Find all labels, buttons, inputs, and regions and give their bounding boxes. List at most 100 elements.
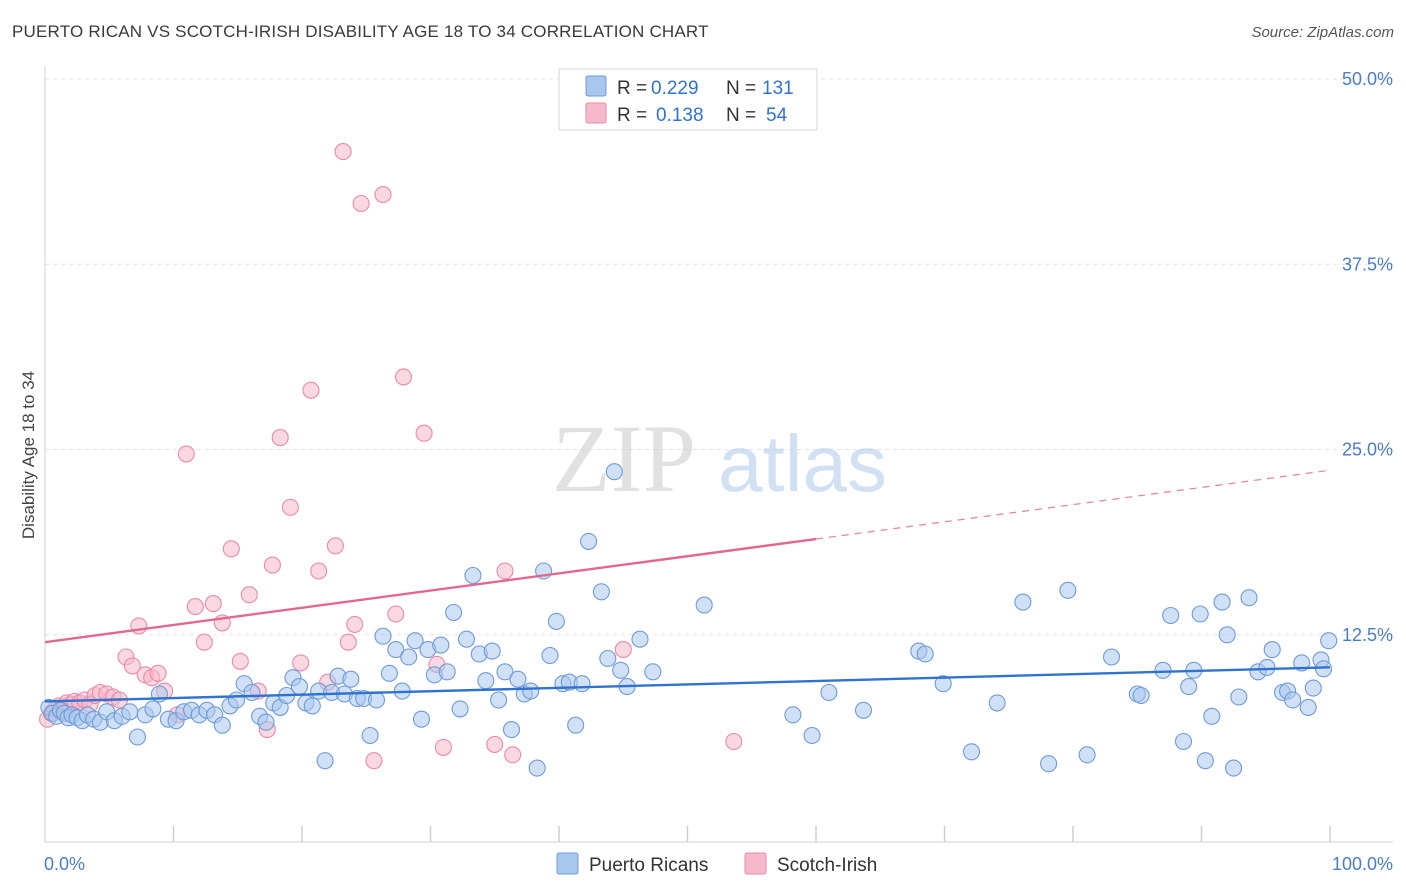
gridlines (45, 78, 1393, 636)
puerto-rican-point (854, 701, 873, 719)
watermark-atlas: atlas (718, 419, 887, 508)
puerto-rican-point (400, 648, 418, 666)
puerto-rican-point (1040, 755, 1058, 773)
puerto-rican-point (541, 646, 559, 665)
scotch-irish-point (271, 429, 289, 447)
puerto-rican-point (916, 645, 934, 663)
puerto-rican-points (40, 463, 1338, 777)
chart-title: PUERTO RICAN VS SCOTCH-IRISH DISABILITY … (12, 22, 709, 41)
scotch-irish-point (204, 595, 222, 613)
scotch-irish-point (504, 746, 522, 764)
y-axis-title: Disability Age 18 to 34 (19, 371, 38, 539)
puerto-rican-point (1162, 606, 1180, 625)
scotch-irish-point (263, 556, 281, 574)
puerto-rican-point (547, 612, 565, 630)
puerto-rican-point (342, 670, 360, 688)
puerto-rican-point (599, 649, 617, 668)
legend-r-value-pink: 0.138 (656, 105, 704, 126)
scotch-irish-trend-extension (815, 469, 1331, 540)
scotch-irish-point (195, 633, 213, 651)
puerto-rican-point (477, 672, 495, 690)
scotch-irish-point (231, 652, 249, 670)
puerto-rican-point (128, 728, 147, 746)
puerto-rican-point (803, 726, 821, 745)
scotch-irish-point (302, 381, 320, 399)
axes (44, 66, 1393, 843)
puerto-rican-point (1304, 679, 1322, 697)
y-tick-label: 25.0% (1342, 440, 1393, 460)
puerto-rican-point (1174, 732, 1193, 751)
scotch-irish-point (149, 664, 167, 682)
puerto-rican-point (303, 697, 321, 715)
watermark-zip: ZIP (552, 405, 696, 512)
puerto-rican-point (592, 583, 610, 601)
scotch-irish-point (415, 424, 433, 442)
legend-r-label-blue: R = (617, 78, 647, 99)
puerto-rican-point (1299, 698, 1317, 716)
puerto-rican-point (316, 752, 334, 770)
puerto-rican-point (605, 463, 623, 481)
puerto-rican-point (1263, 641, 1281, 659)
trend-lines (44, 469, 1331, 703)
scotch-irish-point (292, 654, 310, 672)
puerto-rican-point (406, 632, 424, 650)
scotch-irish-point (365, 752, 383, 770)
puerto-rican-point (1014, 593, 1032, 611)
puerto-rican-point (784, 706, 802, 724)
y-tick-label: 12.5% (1342, 625, 1393, 645)
puerto-rican-point (457, 630, 476, 648)
scotch-irish-point (374, 186, 392, 204)
scotch-irish-point (387, 605, 405, 623)
puerto-rican-point (1180, 678, 1198, 696)
scotch-irish-point (725, 732, 743, 751)
scotch-irish-point (486, 735, 504, 753)
puerto-rican-trend-line (44, 666, 1331, 703)
puerto-rican-point (1240, 589, 1258, 607)
scotch-irish-point (281, 498, 299, 516)
puerto-rican-point (412, 710, 431, 728)
legend-box: R = 0.229 N = 131 R = 0.138 N = 54 (558, 68, 818, 131)
scotch-irish-point (222, 540, 240, 558)
y-tick-label: 50.0% (1342, 69, 1393, 89)
puerto-rican-point (213, 716, 231, 734)
scotch-irish-point (310, 562, 328, 580)
scotch-irish-point (177, 445, 195, 463)
x-tick-label-max: 100.0% (1332, 854, 1393, 874)
scotch-irish-point (434, 738, 452, 756)
puerto-rican-point (962, 743, 981, 761)
puerto-rican-point (528, 759, 546, 777)
legend-n-value-blue: 131 (762, 78, 794, 99)
puerto-rican-point (631, 630, 649, 648)
legend-n-label-pink: N = (726, 105, 756, 126)
puerto-rican-point (1191, 605, 1209, 623)
bottom-legend-label-pink: Scotch-Irish (777, 855, 877, 876)
puerto-rican-point (464, 566, 482, 585)
puerto-rican-point (573, 675, 591, 693)
scotch-irish-point (123, 657, 141, 675)
chart-source: Source: ZipAtlas.com (1251, 24, 1394, 41)
puerto-rican-point (227, 691, 246, 709)
legend-r-label-pink: R = (617, 105, 647, 126)
legend-swatch-blue (585, 75, 607, 97)
puerto-rican-point (1154, 661, 1172, 679)
bottom-legend-swatch-pink (744, 852, 767, 875)
x-tick-label-min: 0.0% (44, 854, 85, 874)
puerto-rican-point (1258, 658, 1276, 676)
scotch-irish-point (346, 615, 364, 633)
legend-n-label-blue: N = (726, 78, 756, 99)
watermark: ZIP atlas (552, 405, 887, 512)
y-tick-label: 37.5% (1342, 254, 1393, 274)
puerto-rican-point (1225, 759, 1243, 777)
puerto-rican-point (695, 596, 713, 614)
scotch-irish-point (334, 143, 352, 161)
bottom-legend-swatch-blue (556, 852, 579, 875)
puerto-rican-point (380, 664, 398, 682)
puerto-rican-point (483, 642, 501, 660)
puerto-rican-point (522, 682, 540, 700)
legend-swatch-pink (585, 102, 607, 124)
puerto-rican-point (1078, 746, 1096, 764)
puerto-rican-point (243, 683, 261, 702)
puerto-rican-point (438, 663, 456, 681)
puerto-rican-point (1059, 581, 1077, 599)
